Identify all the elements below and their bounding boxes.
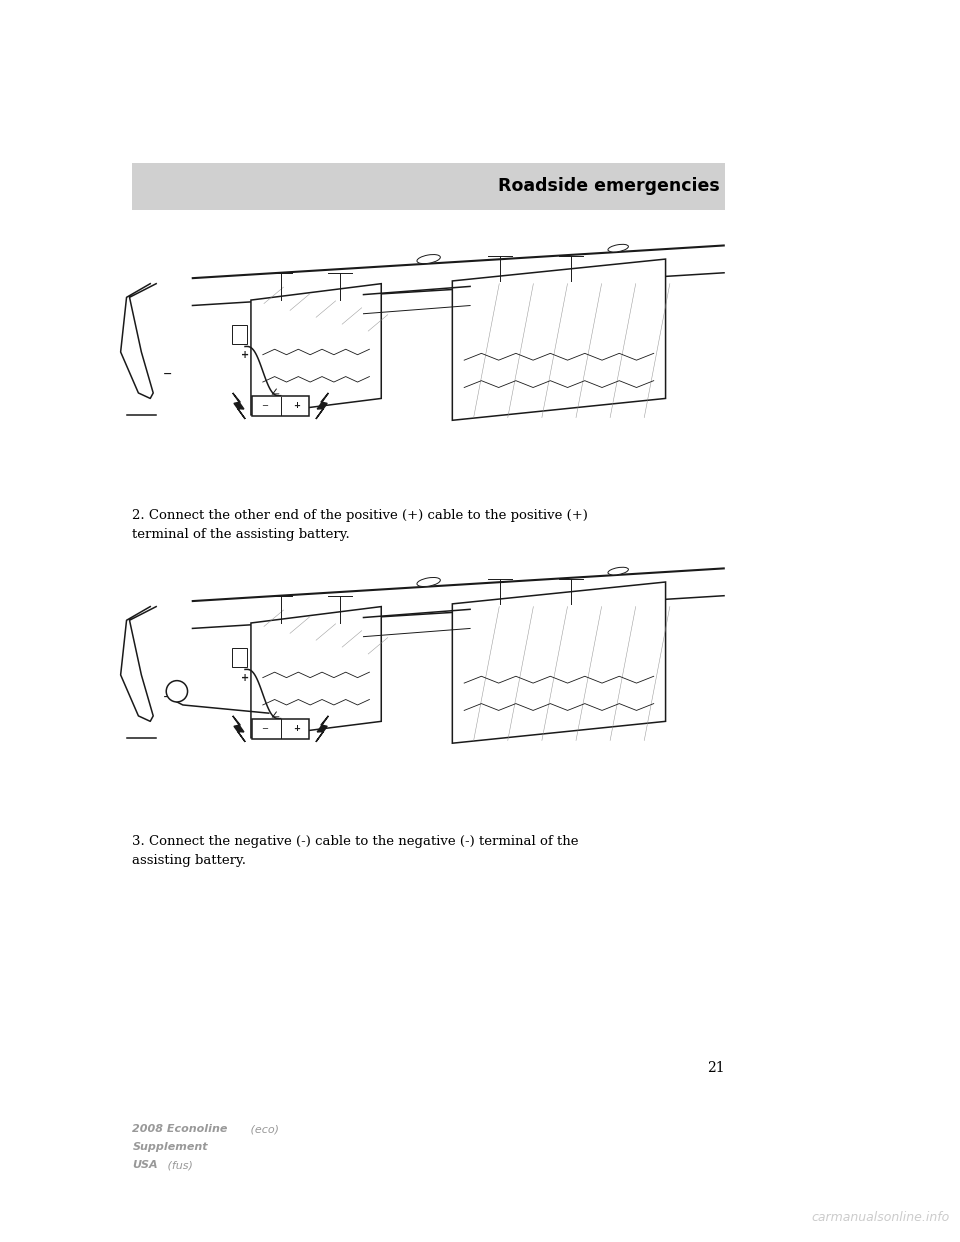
Text: +: + (293, 401, 300, 410)
Polygon shape (251, 283, 381, 415)
Bar (232, 647, 247, 667)
Bar (132, 163, 725, 210)
Text: USA: USA (132, 1160, 158, 1170)
Text: carmanualsonline.info: carmanualsonline.info (812, 1211, 950, 1225)
Ellipse shape (417, 255, 441, 263)
Text: (fus): (fus) (164, 1160, 193, 1170)
Text: 3. Connect the negative (-) cable to the negative (-) terminal of the
assisting : 3. Connect the negative (-) cable to the… (132, 835, 579, 867)
Text: 21: 21 (708, 1061, 725, 1076)
Polygon shape (316, 392, 328, 419)
Ellipse shape (608, 568, 629, 575)
Text: Roadside emergencies: Roadside emergencies (498, 178, 720, 195)
Bar (252, 719, 309, 739)
Ellipse shape (417, 578, 441, 586)
Polygon shape (232, 392, 245, 419)
Text: (eco): (eco) (248, 1124, 279, 1134)
Text: Supplement: Supplement (132, 1141, 208, 1153)
Text: −: − (163, 369, 173, 379)
Text: +: + (293, 724, 300, 733)
Ellipse shape (608, 245, 629, 252)
Bar (232, 324, 247, 344)
Polygon shape (452, 582, 665, 743)
Bar (252, 396, 309, 416)
Polygon shape (232, 715, 245, 741)
Text: +: + (241, 350, 249, 360)
Polygon shape (452, 260, 665, 420)
Text: −: − (163, 692, 173, 702)
Text: 2008 Econoline: 2008 Econoline (132, 1124, 228, 1134)
Text: +: + (241, 673, 249, 683)
Text: −: − (261, 401, 268, 410)
Circle shape (166, 681, 187, 702)
Polygon shape (316, 715, 328, 741)
Polygon shape (251, 606, 381, 738)
Text: 2. Connect the other end of the positive (+) cable to the positive (+)
terminal : 2. Connect the other end of the positive… (132, 509, 588, 542)
Text: −: − (261, 724, 268, 733)
